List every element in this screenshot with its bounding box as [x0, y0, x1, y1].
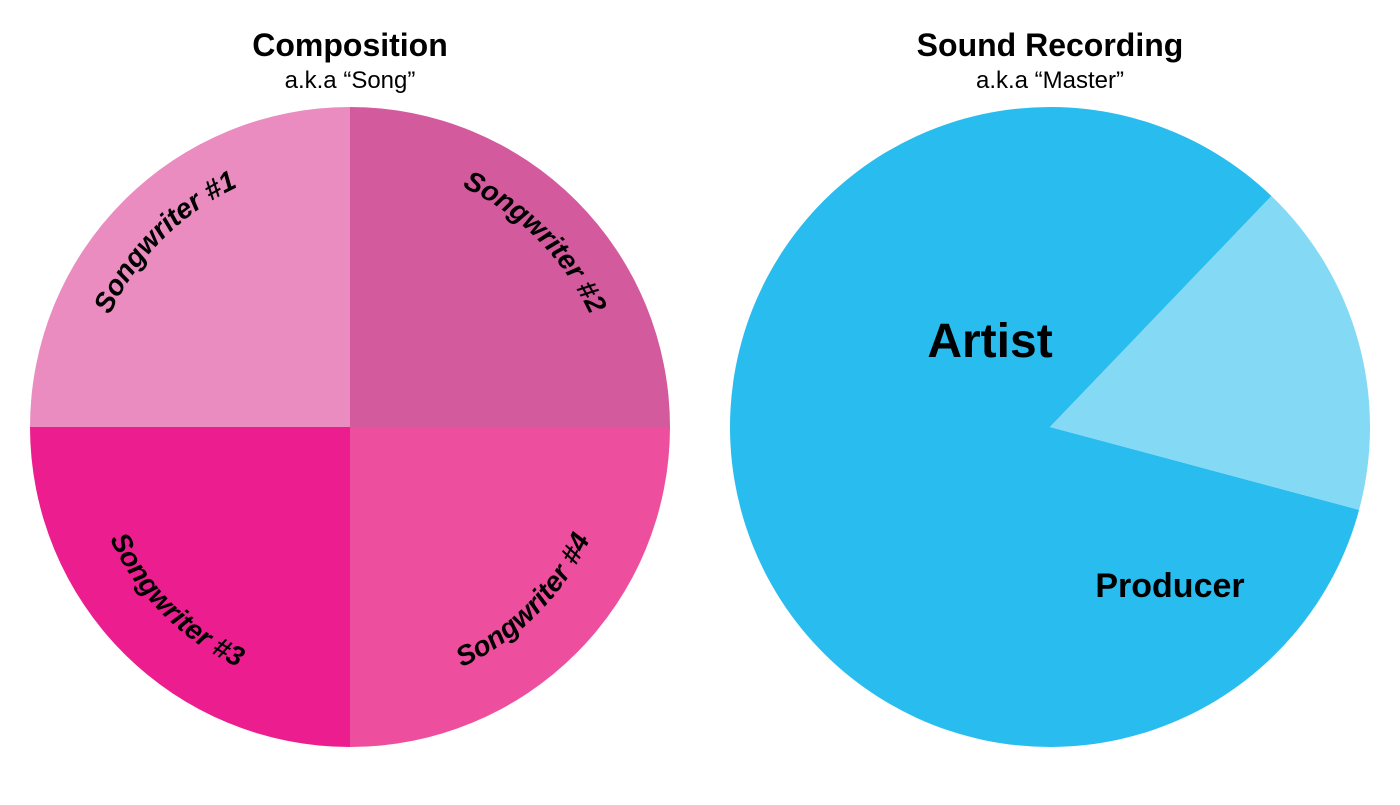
composition-pie: Songwriter #1Songwriter #2Songwriter #4S…	[30, 107, 670, 747]
composition-title: Composition	[252, 28, 448, 63]
composition-chart-block: Composition a.k.a “Song” Songwriter #1So…	[0, 0, 700, 747]
sound-recording-pie: Artist Producer	[730, 107, 1370, 747]
slice-label-producer: Producer	[1095, 567, 1244, 605]
pie-slice-songwriter-4	[350, 427, 670, 747]
pie-slice-songwriter-1	[30, 107, 350, 427]
pie-slice-songwriter-3	[30, 427, 350, 747]
slice-label-artist: Artist	[927, 315, 1052, 368]
composition-pie-wrap: Songwriter #1Songwriter #2Songwriter #4S…	[30, 107, 670, 747]
sound-recording-title: Sound Recording	[917, 28, 1184, 63]
sound-recording-pie-wrap: Artist Producer	[730, 107, 1370, 747]
composition-subtitle: a.k.a “Song”	[252, 67, 448, 95]
sound-recording-titles: Sound Recording a.k.a “Master”	[917, 28, 1184, 95]
sound-recording-chart-block: Sound Recording a.k.a “Master” Artist Pro…	[700, 0, 1400, 747]
sound-recording-subtitle: a.k.a “Master”	[917, 67, 1184, 95]
pie-slice-songwriter-2	[350, 107, 670, 427]
composition-titles: Composition a.k.a “Song”	[252, 28, 448, 95]
charts-container: Composition a.k.a “Song” Songwriter #1So…	[0, 0, 1400, 805]
